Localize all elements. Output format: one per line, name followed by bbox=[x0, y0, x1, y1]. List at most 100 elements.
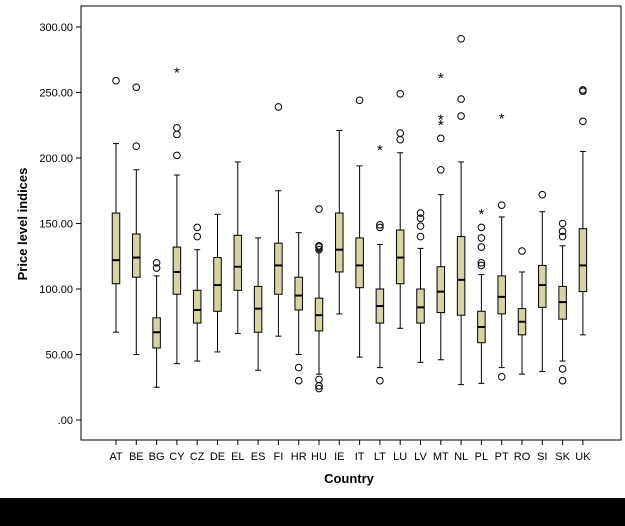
outlier-point bbox=[396, 90, 405, 98]
y-axis: .00 50.00 100.00 150.00 200.00 250.00 300.00 bbox=[39, 22, 81, 427]
box-cy: * bbox=[172, 65, 182, 365]
outlier-point bbox=[558, 219, 567, 228]
outlier-point bbox=[416, 209, 425, 217]
box-at bbox=[111, 76, 121, 333]
y-tick-label: 50.00 bbox=[45, 350, 73, 362]
x-axis-title: Country bbox=[324, 471, 375, 486]
outlier-point bbox=[477, 261, 486, 270]
outlier-point bbox=[112, 76, 120, 85]
outlier-point bbox=[132, 83, 141, 92]
box-pt: * bbox=[497, 110, 506, 381]
outlier-point bbox=[538, 190, 547, 199]
x-tick-label: UK bbox=[575, 451, 591, 463]
outlier-point bbox=[497, 372, 506, 381]
y-tick-label: 300.00 bbox=[39, 22, 73, 34]
x-tick-label: BG bbox=[149, 451, 165, 463]
x-tick-label: BE bbox=[129, 451, 144, 463]
outlier-point bbox=[315, 245, 323, 254]
box-iqr bbox=[436, 266, 446, 314]
box-pl: * bbox=[477, 206, 486, 384]
y-tick-label: .00 bbox=[58, 415, 73, 427]
outlier-point bbox=[132, 142, 141, 151]
x-tick-label: FI bbox=[274, 451, 284, 463]
outlier-point bbox=[355, 96, 364, 105]
x-tick-label: IT bbox=[355, 451, 365, 463]
box-iqr bbox=[132, 233, 141, 278]
box-hu bbox=[314, 205, 324, 393]
outlier-point bbox=[416, 214, 425, 223]
outlier-point bbox=[457, 112, 465, 120]
outlier-point bbox=[173, 124, 181, 132]
outlier-point bbox=[193, 223, 201, 232]
x-tick-label: LV bbox=[414, 451, 427, 463]
extreme-point: * bbox=[438, 117, 444, 134]
y-tick-label: 100.00 bbox=[39, 284, 73, 296]
box-iqr bbox=[578, 228, 588, 293]
outlier-point bbox=[152, 264, 161, 272]
x-tick-label: HR bbox=[291, 451, 307, 463]
extreme-point: * bbox=[438, 70, 444, 87]
outlier-point bbox=[173, 151, 181, 160]
outlier-point bbox=[193, 232, 201, 241]
outlier-point bbox=[437, 134, 445, 143]
box-iqr bbox=[294, 276, 303, 311]
x-tick-label: CY bbox=[169, 451, 185, 463]
outlier-point bbox=[579, 86, 587, 94]
y-tick-label: 200.00 bbox=[39, 153, 73, 165]
x-tick-label: HU bbox=[311, 451, 327, 463]
box-fi bbox=[274, 103, 283, 337]
outlier-point bbox=[558, 232, 567, 241]
outlier-point bbox=[294, 363, 303, 372]
outlier-point bbox=[477, 259, 486, 267]
box-lu bbox=[395, 90, 405, 329]
y-axis-title: Price level indices bbox=[15, 168, 30, 281]
x-tick-label: RO bbox=[514, 451, 531, 463]
box-de bbox=[213, 213, 222, 353]
outlier-point bbox=[518, 247, 526, 255]
box-iqr bbox=[111, 212, 121, 285]
box-iqr bbox=[497, 275, 506, 315]
x-tick-label: ES bbox=[251, 451, 266, 463]
outlier-point bbox=[396, 135, 405, 144]
box-iqr bbox=[233, 234, 243, 291]
box-si bbox=[538, 190, 547, 373]
outlier-point bbox=[558, 376, 567, 385]
box-iqr bbox=[456, 236, 466, 316]
outlier-point bbox=[497, 201, 506, 209]
outlier-point bbox=[376, 376, 384, 385]
x-axis: AT BE BG CY CZ DE EL ES FI HR HU IE IT LT LU LV MT NL PL PT… bbox=[109, 440, 591, 463]
outlier-point bbox=[274, 103, 283, 111]
y-tick-label: 250.00 bbox=[39, 88, 73, 100]
box-iqr bbox=[192, 289, 202, 324]
x-tick-label: MT bbox=[433, 451, 449, 463]
box-series: ******* bbox=[111, 34, 588, 393]
extreme-point: * bbox=[478, 206, 484, 223]
x-tick-label: AT bbox=[109, 451, 123, 463]
box-iqr bbox=[274, 242, 283, 295]
outlier-point bbox=[315, 375, 323, 384]
x-tick-label: SK bbox=[555, 451, 570, 463]
box-sk bbox=[558, 219, 567, 385]
x-tick-label: DE bbox=[210, 451, 225, 463]
box-uk bbox=[578, 86, 588, 336]
outlier-point bbox=[579, 117, 587, 126]
box-el bbox=[233, 161, 243, 335]
outlier-point bbox=[294, 376, 303, 385]
y-tick-label: 150.00 bbox=[39, 219, 73, 231]
outlier-point bbox=[477, 234, 486, 242]
outlier-point bbox=[315, 241, 323, 250]
box-iqr bbox=[172, 246, 182, 295]
box-bg bbox=[152, 259, 161, 388]
outlier-point bbox=[315, 205, 323, 213]
box-lt: * bbox=[375, 142, 385, 385]
box-be bbox=[132, 83, 141, 355]
x-tick-label: PL bbox=[475, 451, 488, 463]
outlier-point bbox=[558, 365, 567, 373]
outlier-point bbox=[315, 384, 323, 393]
box-ie bbox=[335, 129, 344, 315]
outlier-point bbox=[396, 129, 405, 137]
outlier-point bbox=[173, 130, 181, 139]
outlier-point bbox=[558, 227, 567, 236]
outlier-point bbox=[416, 232, 425, 241]
